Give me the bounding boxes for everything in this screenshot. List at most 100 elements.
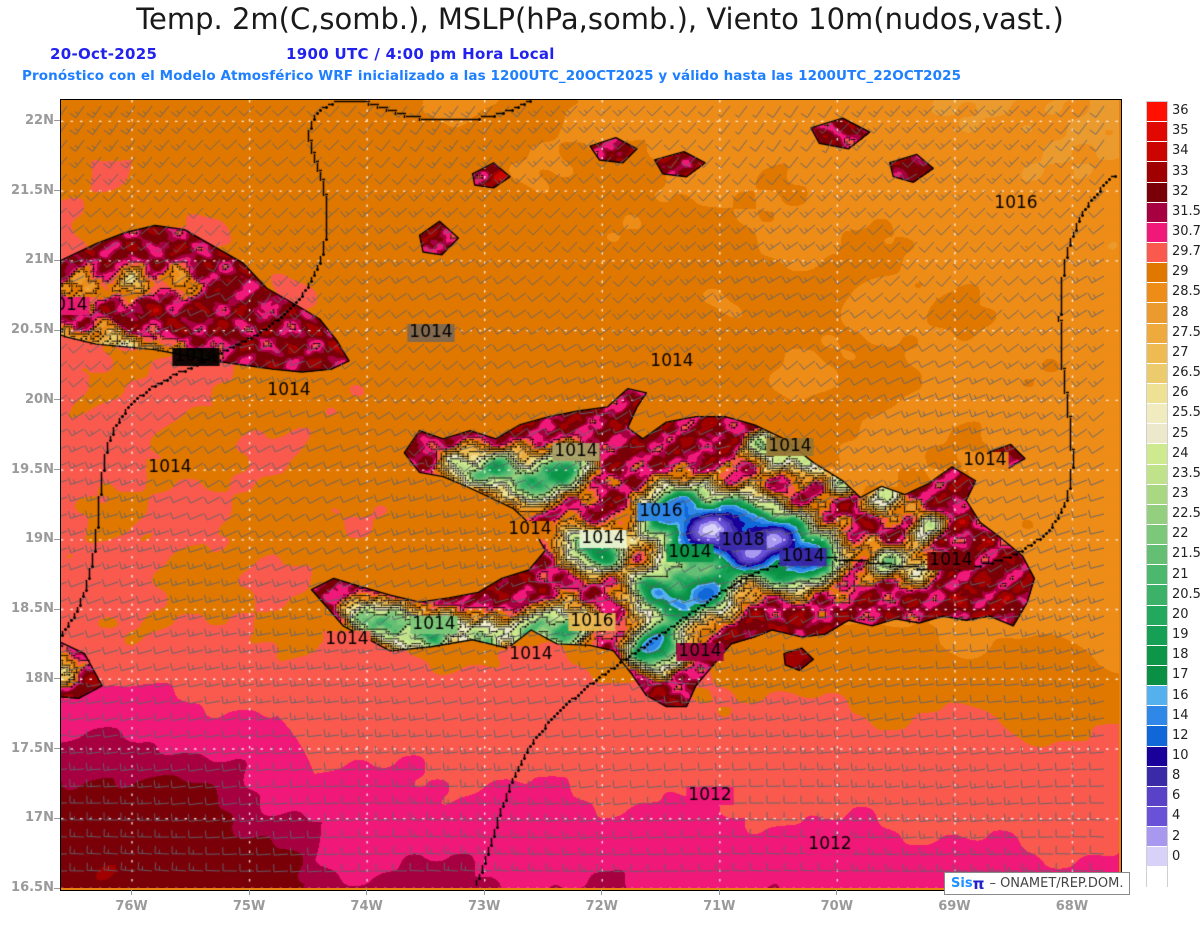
lon-tick-mark <box>248 889 250 895</box>
colorbar-swatch <box>1147 404 1167 425</box>
colorbar-tick-label: 24 <box>1172 445 1189 461</box>
colorbar-tick-label: 26 <box>1172 385 1189 401</box>
colorbar-tick-label: 25 <box>1172 425 1189 441</box>
lon-tick-mark <box>131 889 133 895</box>
colorbar-swatch <box>1147 383 1167 405</box>
colorbar-tick-label: 27 <box>1172 344 1189 360</box>
lon-tick-label: 75W <box>232 899 266 914</box>
colorbar-tick-label: 33 <box>1172 163 1189 179</box>
lat-tick-mark <box>54 329 60 331</box>
colorbar-swatch <box>1147 263 1167 284</box>
colorbar-swatch <box>1147 847 1167 868</box>
lat-tick-mark <box>54 399 60 401</box>
colorbar-swatch <box>1147 786 1167 807</box>
lat-tick-mark <box>54 748 60 750</box>
colorbar-swatch <box>1147 222 1167 243</box>
header: Temp. 2m(C,somb.), MSLP(hPa,somb.), Vien… <box>0 0 1200 95</box>
lat-tick-label: 20N <box>25 391 54 407</box>
colorbar-swatch <box>1147 504 1167 525</box>
colorbar-tick-label: 30.7 <box>1172 224 1200 239</box>
lat-tick-mark <box>54 817 60 819</box>
colorbar-swatch <box>1147 102 1167 123</box>
colorbar-tick-label: 14 <box>1172 707 1189 723</box>
lon-tick-mark <box>836 889 838 895</box>
colorbar-swatch <box>1147 424 1167 445</box>
colorbar-swatch <box>1147 706 1167 727</box>
colorbar-swatch <box>1147 625 1167 646</box>
colorbar-swatch <box>1147 665 1167 687</box>
colorbar-tick-label: 23.5 <box>1172 465 1200 481</box>
colorbar-swatch <box>1147 363 1167 384</box>
colorbar-swatch <box>1147 565 1167 586</box>
colorbar-tick-label: 6 <box>1172 788 1181 804</box>
sistt-onamet-logo: Sis π – ONAMET/REP.DOM. <box>944 872 1131 895</box>
lat-tick-label: 17.5N <box>11 740 54 756</box>
lon-tick-mark <box>718 889 720 895</box>
colorbar-swatch <box>1147 122 1167 143</box>
colorbar-tick-label: 31.5 <box>1172 203 1200 219</box>
lat-tick-label: 18.5N <box>11 601 54 617</box>
colorbar-swatch <box>1147 323 1167 344</box>
colorbar-swatch <box>1147 303 1167 324</box>
colorbar-tick-label: 16 <box>1172 687 1189 703</box>
logo-sis-text: Sis <box>951 876 973 891</box>
colorbar-swatch <box>1147 605 1167 626</box>
page-title: Temp. 2m(C,somb.), MSLP(hPa,somb.), Vien… <box>136 2 1064 36</box>
lat-tick-label: 21N <box>25 252 54 268</box>
colorbar-tick-label: 17 <box>1172 667 1189 683</box>
lat-tick-label: 19N <box>25 531 54 547</box>
colorbar-tick-label: 29 <box>1172 264 1189 280</box>
colorbar-swatch <box>1147 585 1167 606</box>
colorbar-tick-label: 18 <box>1172 647 1189 663</box>
lat-tick-mark <box>54 887 60 889</box>
colorbar-tick-label: 12 <box>1172 727 1189 743</box>
logo-pi-icon: π <box>972 874 985 893</box>
colorbar-swatch <box>1147 343 1167 364</box>
colorbar-tick-label: 8 <box>1172 768 1181 784</box>
colorbar-swatch <box>1147 867 1167 888</box>
colorbar-swatch <box>1147 746 1167 767</box>
lat-tick-mark <box>54 608 60 610</box>
colorbar-swatch <box>1147 827 1167 848</box>
colorbar-tick-label: 25.5 <box>1172 405 1200 421</box>
lon-tick-label: 70W <box>820 899 854 914</box>
colorbar-tick-label: 28.5 <box>1172 284 1200 300</box>
colorbar-tick-label: 29.7 <box>1172 244 1200 260</box>
colorbar-tick-label: 35 <box>1172 123 1189 139</box>
lat-tick-label: 20.5N <box>11 322 54 338</box>
lat-tick-label: 16.5N <box>11 880 54 895</box>
lat-tick-mark <box>54 469 60 471</box>
colorbar-swatch <box>1147 484 1167 505</box>
lon-tick-label: 73W <box>467 899 501 914</box>
colorbar-tick-label: 26.5 <box>1172 365 1200 381</box>
colorbar-tick-label: 10 <box>1172 748 1189 763</box>
lon-tick-label: 69W <box>938 899 971 914</box>
forecast-description: Pronóstico con el Modelo Atmosférico WRF… <box>22 68 962 84</box>
colorbar-swatch <box>1147 524 1167 546</box>
temperature-colorbar[interactable] <box>1146 101 1168 888</box>
colorbar-tick-label: 2 <box>1172 828 1181 844</box>
colorbar-tick-label: 19 <box>1172 627 1189 643</box>
lon-tick-label: 72W <box>585 899 618 914</box>
logo-org-text: – ONAMET/REP.DOM. <box>989 876 1124 891</box>
colorbar-swatch <box>1147 726 1167 747</box>
colorbar-tick-label: 0 <box>1172 848 1181 864</box>
forecast-time: 1900 UTC / 4:00 pm Hora Local <box>286 45 555 63</box>
lon-tick-mark <box>483 889 485 895</box>
colorbar-swatch <box>1147 464 1167 485</box>
lat-tick-mark <box>54 190 60 192</box>
colorbar-tick-label: 36 <box>1172 103 1189 119</box>
colorbar-swatch <box>1147 444 1167 465</box>
colorbar-swatch <box>1147 182 1167 203</box>
colorbar-swatch <box>1147 162 1167 183</box>
colorbar-tick-label: 22 <box>1172 526 1189 542</box>
colorbar-swatch <box>1147 202 1167 223</box>
colorbar-swatch <box>1147 766 1167 787</box>
colorbar-tick-label: 27.5 <box>1172 324 1200 340</box>
map-plot-area[interactable] <box>60 99 1122 891</box>
map-canvas[interactable] <box>61 100 1119 888</box>
colorbar-tick-label: 20 <box>1172 606 1189 622</box>
colorbar-tick-label: 23 <box>1172 486 1189 501</box>
colorbar-tick-label: 32 <box>1172 183 1189 199</box>
